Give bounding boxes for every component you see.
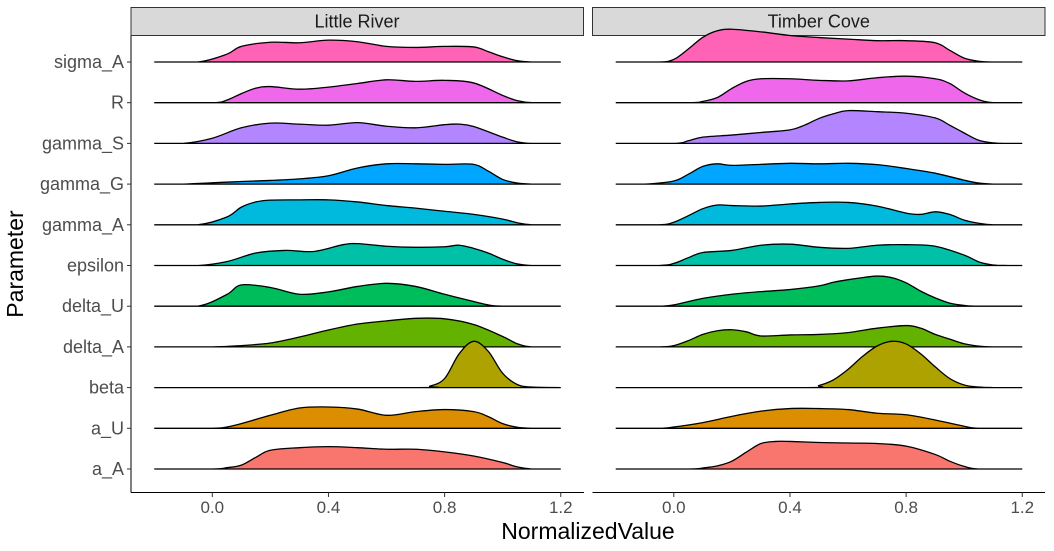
ridge-a-a bbox=[154, 445, 561, 470]
x-tick-label: 0.8 bbox=[894, 498, 918, 517]
panel-little-river bbox=[154, 39, 561, 470]
facet-strip-little-river: Little River bbox=[130, 7, 584, 36]
strip-title: Timber Cove bbox=[768, 12, 870, 32]
ridge-gamma-g bbox=[154, 162, 561, 185]
ridge-epsilon bbox=[615, 243, 1023, 267]
ridge-r bbox=[615, 75, 1023, 104]
ridge-a-u bbox=[154, 406, 561, 429]
ridge-epsilon bbox=[154, 242, 561, 267]
strip-title: Little River bbox=[314, 12, 399, 32]
y-tick-label: gamma_A bbox=[42, 215, 124, 236]
y-tick-label: epsilon bbox=[67, 256, 124, 276]
strip-background bbox=[592, 7, 1046, 36]
y-tick-label: delta_A bbox=[63, 337, 124, 358]
ridge-sigma-a bbox=[154, 39, 561, 63]
ridge-gamma-g bbox=[615, 162, 1023, 185]
x-tick-label: 0.8 bbox=[433, 498, 457, 517]
x-axis-title: NormalizedValue bbox=[501, 518, 674, 544]
ridge-a-a bbox=[615, 440, 1023, 470]
x-tick-label: 0.0 bbox=[662, 498, 686, 517]
ridge-delta-a bbox=[154, 317, 561, 348]
ridge-delta-u bbox=[154, 282, 561, 307]
ridge-a-u bbox=[615, 407, 1023, 429]
ridge-delta-a bbox=[615, 324, 1023, 348]
x-tick-label: 0.4 bbox=[778, 498, 802, 517]
facet-strip-timber-cove: Timber Cove bbox=[592, 7, 1046, 36]
y-axis-title: Parameter bbox=[2, 210, 28, 318]
strip-background bbox=[130, 7, 584, 36]
y-axis-ticks: a_A a_U beta delta_A delta_U epsilon gamma_A ga… bbox=[40, 52, 131, 480]
panel-timber-cove bbox=[615, 28, 1023, 470]
x-tick-label: 0.4 bbox=[317, 498, 341, 517]
ridge-beta bbox=[615, 340, 1023, 389]
ridge-gamma-a bbox=[615, 201, 1023, 226]
ridge-gamma-s bbox=[154, 121, 561, 145]
y-tick-label: a_U bbox=[91, 418, 124, 439]
x-tick-label: 0.0 bbox=[200, 498, 224, 517]
y-tick-label: a_A bbox=[92, 459, 124, 480]
ridge-sigma-a bbox=[615, 28, 1023, 63]
y-tick-label: gamma_G bbox=[40, 174, 124, 195]
x-tick-label: 1.2 bbox=[1010, 498, 1034, 517]
ridge-delta-u bbox=[615, 275, 1023, 307]
y-tick-label: delta_U bbox=[62, 296, 124, 317]
y-tick-label: R bbox=[111, 93, 124, 113]
ridge-r bbox=[154, 79, 561, 104]
x-tick-label: 1.2 bbox=[549, 498, 573, 517]
y-tick-label: gamma_S bbox=[42, 133, 124, 154]
ridge-gamma-s bbox=[615, 109, 1023, 145]
x-axis-ticks: 0.0 0.4 0.8 1.2 0.0 0.4 0.8 1.2 bbox=[200, 492, 1034, 517]
ridge-beta bbox=[154, 340, 561, 389]
ridge-gamma-a bbox=[154, 199, 561, 226]
y-tick-label: beta bbox=[89, 378, 125, 398]
y-tick-label: sigma_A bbox=[54, 52, 124, 73]
